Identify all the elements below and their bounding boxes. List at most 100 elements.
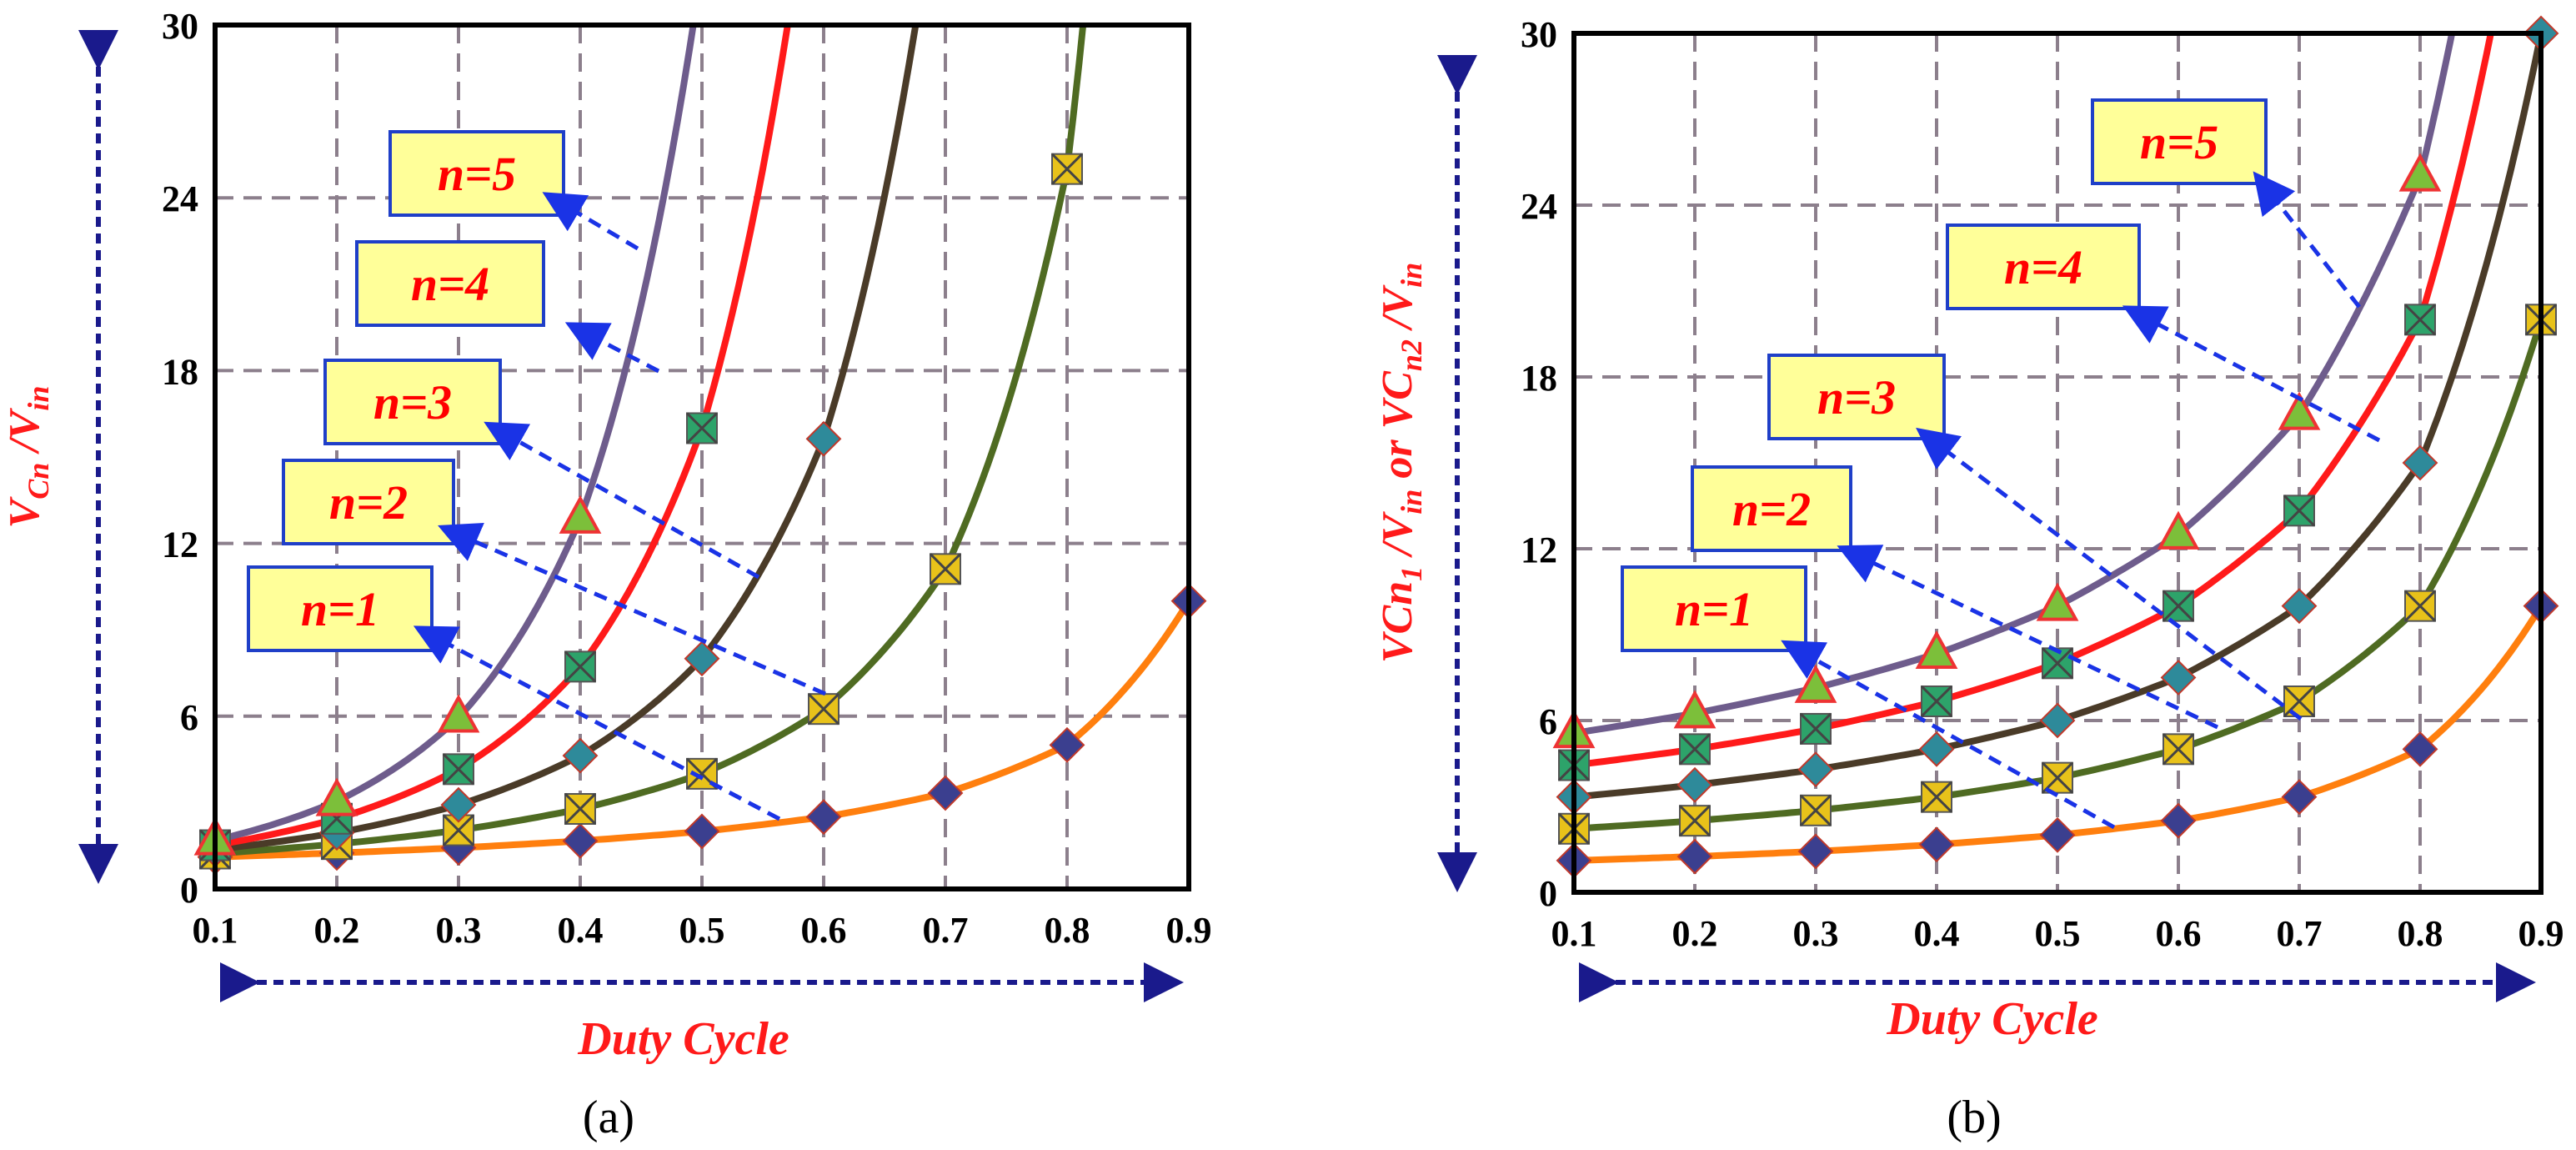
data-point xyxy=(684,813,720,850)
annotation-arrow xyxy=(542,192,639,251)
x-tick-label: 0.7 xyxy=(2277,913,2323,954)
y-axis-label: VCn /Vin xyxy=(1,386,55,529)
annotation-box xyxy=(355,240,545,327)
annotation-arrow xyxy=(1916,427,2303,721)
y-tick-label: 12 xyxy=(162,525,198,565)
y-label-part: Cn xyxy=(22,463,55,500)
x-tick-label: 0.9 xyxy=(2518,913,2564,954)
annotation-arrow xyxy=(2253,171,2361,309)
data-point-cross xyxy=(442,814,475,846)
annotation-arrow xyxy=(484,421,760,580)
data-point xyxy=(1797,833,1834,870)
x-tick-label: 0.3 xyxy=(1793,913,1839,954)
annotation-box xyxy=(1691,465,1852,552)
y-label-part: 1 xyxy=(1395,566,1428,581)
annotation-arrow xyxy=(438,523,826,696)
y-tick-label: 6 xyxy=(1539,701,1557,742)
y-label-part: /V xyxy=(1374,284,1421,339)
data-point-cross xyxy=(2403,590,2437,622)
y-tick-label: 6 xyxy=(180,697,198,738)
x-tick-label: 0.6 xyxy=(801,910,847,951)
x-tick-label: 0.8 xyxy=(1045,910,1090,951)
plot-frame xyxy=(213,23,1191,891)
data-point xyxy=(1797,751,1834,788)
annotation-box xyxy=(388,130,565,217)
plot-frame xyxy=(1571,31,2543,895)
data-point-cross xyxy=(2162,733,2195,766)
annotation-label: n=1 xyxy=(1675,582,1753,636)
data-point xyxy=(1049,726,1085,763)
annotation-box xyxy=(1946,223,2141,310)
y-label-part: n2 xyxy=(1395,339,1428,371)
annotation-label: n=4 xyxy=(2004,240,2082,294)
annotation-label: n=2 xyxy=(1732,482,1811,536)
annotation-label: n=3 xyxy=(373,375,452,429)
annotation-box xyxy=(1767,354,1946,440)
data-point xyxy=(2281,779,2318,816)
data-point-cross xyxy=(685,412,719,444)
x-tick-label: 0.2 xyxy=(1672,913,1718,954)
data-point xyxy=(1915,630,1958,670)
data-point-cross xyxy=(1920,685,1953,718)
annotation-box xyxy=(247,565,434,652)
data-point xyxy=(2278,391,2321,430)
x-tick-label: 0.6 xyxy=(2156,913,2202,954)
data-point xyxy=(684,640,720,677)
data-point xyxy=(440,786,477,823)
series-line-n-5 xyxy=(215,25,697,844)
x-tick-label: 0.1 xyxy=(1551,913,1597,954)
y-tick-label: 24 xyxy=(162,178,198,219)
y-label-part: /V xyxy=(1374,510,1421,565)
data-point xyxy=(437,694,480,733)
panel-label: (a) xyxy=(583,1092,634,1143)
data-point xyxy=(2402,444,2438,481)
y-label-part: V xyxy=(1,495,48,528)
data-point xyxy=(2039,702,2076,739)
data-point-cross xyxy=(1678,733,1711,766)
x-tick-label: 0.5 xyxy=(2035,913,2081,954)
annotation-arrow xyxy=(2122,305,2381,443)
x-tick-label: 0.4 xyxy=(1914,913,1960,954)
data-point xyxy=(1676,838,1713,875)
data-point xyxy=(315,777,358,816)
data-point-cross xyxy=(2283,685,2316,718)
data-point xyxy=(562,822,599,859)
x-tick-label: 0.5 xyxy=(679,910,725,951)
annotation-box xyxy=(323,359,502,445)
annotation-arrow xyxy=(564,322,660,374)
annotation-label: n=2 xyxy=(329,475,408,530)
data-point xyxy=(2160,660,2197,696)
x-tick-label: 0.3 xyxy=(436,910,482,951)
data-point xyxy=(2036,582,2079,621)
y-label-part: in xyxy=(1395,263,1428,288)
annotation-label: n=5 xyxy=(2140,115,2218,169)
y-label-part: or VC xyxy=(1374,370,1421,490)
y-label-part: VCn xyxy=(1374,581,1421,663)
annotation-box xyxy=(2091,98,2268,185)
annotation-label: n=1 xyxy=(301,582,379,636)
data-point xyxy=(1794,664,1837,703)
annotation-arrow xyxy=(1837,545,2219,730)
data-point xyxy=(2398,153,2442,192)
data-point-cross xyxy=(1920,781,1953,813)
data-point-cross xyxy=(564,792,597,826)
x-tick-label: 0.7 xyxy=(923,910,969,951)
x-tick-label: 0.2 xyxy=(314,910,360,951)
data-point xyxy=(805,420,842,457)
x-tick-label: 0.8 xyxy=(2398,913,2443,954)
data-point xyxy=(2281,588,2318,625)
annotation-arrow xyxy=(413,625,781,821)
y-tick-label: 12 xyxy=(1521,530,1557,570)
data-point xyxy=(1673,690,1716,729)
data-point-cross xyxy=(2403,304,2437,336)
x-tick-label: 0.4 xyxy=(558,910,604,951)
panel-label: (b) xyxy=(1947,1092,2001,1143)
annotation-arrow xyxy=(1781,640,2116,830)
x-tick-label: 0.9 xyxy=(1166,910,1212,951)
data-point xyxy=(805,799,842,836)
y-label-part: in xyxy=(1395,490,1428,515)
data-point-cross xyxy=(2283,495,2316,527)
data-point-cross xyxy=(1799,712,1832,746)
x-axis-label: Duty Cycle xyxy=(577,1013,789,1065)
